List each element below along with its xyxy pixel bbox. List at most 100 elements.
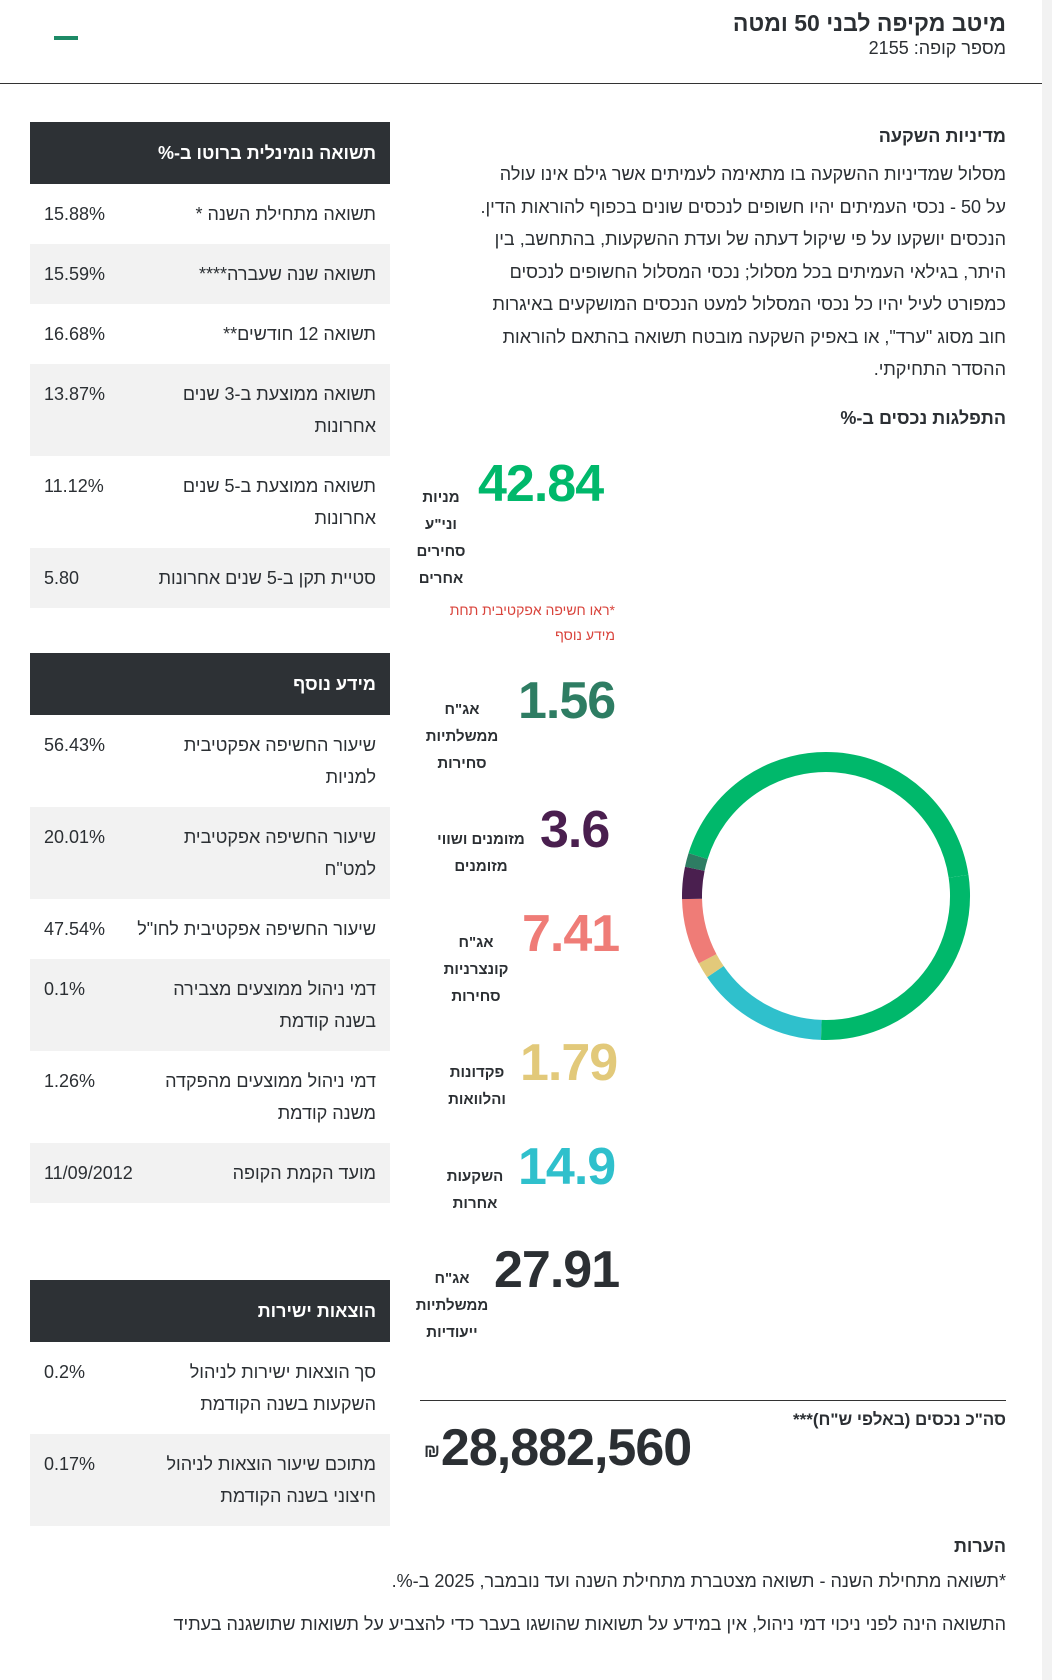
asset-label-gov-bonds-designated: אג"ח ממשלתיות ייעודיות — [402, 1265, 502, 1346]
label-line: והלוואות — [448, 1091, 506, 1108]
info-card: מידע נוסף שיעור החשיפה אפקטיבית למניות 56… — [30, 653, 390, 1203]
total-assets-label: סה"כ נכסים (באלפי ש"ח)*** — [792, 1410, 1006, 1429]
note-line: *ראו חשיפה אפקטיבית תחת — [449, 602, 615, 618]
label-line: אג"ח — [444, 701, 480, 718]
row-value: 47.54% — [44, 919, 106, 939]
donut-slice-corp-bonds — [682, 898, 717, 964]
row-value: 20.01% — [44, 827, 106, 847]
notes-heading: הערות — [953, 1536, 1006, 1556]
row-label: מתוכם שיעור הוצאות לניהול חיצוני בשנה הק… — [166, 1454, 376, 1506]
row-label: שיעור החשיפה אפקטיבית לחו"ל — [137, 919, 376, 939]
asset-label-cash: מזומנים ושווי מזומנים — [426, 826, 536, 880]
row-value: 0.1% — [44, 979, 86, 999]
policy-text: מסלול שמדיניות ההשקעה בו מתאימה לעמיתים … — [426, 158, 1006, 386]
table-row: דמי ניהול ממוצעים מהפקדה משנה קודמת 1.26% — [30, 1051, 390, 1143]
row-value: 13.87% — [44, 384, 106, 404]
label-line: אג"ח — [434, 1270, 470, 1287]
policy-line: היתר, בגילאי העמיתים בכל מסלול; נכסי המס… — [509, 261, 1006, 282]
policy-line: כמפורט לעיל יהיו כל נכסי המסלול למעט הנכ… — [492, 294, 1006, 314]
label-line: השקעות — [446, 1168, 504, 1185]
label-line: קונצרניות — [443, 961, 509, 978]
info-card-title: מידע נוסף — [30, 653, 390, 715]
policy-line: ההסדר התחיקתי. — [873, 359, 1006, 379]
currency-symbol: ₪ — [424, 1440, 440, 1461]
page-header: מיטב מקיפה לבני 50 ומטה מספר קופה: 2155 — [0, 0, 1042, 84]
note-ytd: *תשואה מתחילת השנה - תשואה מצטברת מתחילת… — [391, 1571, 1006, 1591]
label-line: סחירות — [437, 755, 487, 772]
exposure-note: *ראו חשיפה אפקטיבית תחת מידע נוסף — [410, 598, 615, 648]
table-row: סך הוצאות ישירות לניהול השקעות בשנה הקוד… — [30, 1342, 390, 1434]
table-row: תשואה שנה שעברה**** 15.59% — [30, 244, 390, 304]
menu-toggle-icon[interactable] — [54, 36, 78, 40]
asset-value-deposits: 1.79 — [520, 1034, 618, 1092]
table-row: שיעור החשיפה אפקטיבית למט"ח 20.01% — [30, 807, 390, 899]
donut-slice-stocks — [688, 752, 969, 878]
asset-value-gov-bonds-traded: 1.56 — [518, 672, 616, 730]
label-line: ממשלתיות — [415, 1297, 489, 1314]
label-line: אחרים — [418, 570, 464, 587]
donut-slice-gov-bonds-traded — [684, 853, 708, 871]
table-row: שיעור החשיפה אפקטיבית למניות 56.43% — [30, 715, 390, 807]
policy-heading: מדיניות השקעה — [878, 126, 1006, 146]
table-row: שיעור החשיפה אפקטיבית לחו"ל 47.54% — [30, 899, 390, 959]
total-number: 28,882,560 — [440, 1419, 692, 1477]
row-label: תשואה מתחילת השנה * — [195, 204, 376, 224]
row-value: 16.68% — [44, 324, 106, 344]
row-label: סטיית תקן ב-5 שנים אחרונות — [158, 568, 376, 588]
asset-label-other: השקעות אחרות — [436, 1163, 514, 1217]
returns-card-title: תשואה נומינלית ברוטו ב-% — [30, 122, 390, 184]
total-assets-value: ₪28,882,560 — [424, 1418, 692, 1478]
row-label: שיעור החשיפה אפקטיבית למניות — [183, 735, 376, 787]
row-label: מועד הקמת הקופה — [232, 1163, 376, 1183]
label-line: אג"ח — [458, 934, 494, 951]
label-line: פקדונות — [449, 1064, 505, 1081]
row-value: 15.88% — [44, 204, 106, 224]
asset-label-corp-bonds: אג"ח קונצרניות סחירות — [432, 929, 520, 1010]
label-line: אחרות — [452, 1195, 498, 1212]
policy-line: מסלול שמדיניות ההשקעה בו מתאימה לעמיתים … — [499, 164, 1006, 184]
row-value: 1.26% — [44, 1071, 96, 1091]
asset-value-gov-bonds-designated: 27.91 — [494, 1241, 620, 1299]
asset-label-stocks: מניות וני"ע סחירים אחרים — [398, 484, 484, 592]
row-value: 11.12% — [44, 476, 104, 496]
row-label: סך הוצאות ישירות לניהול השקעות בשנה הקוד… — [189, 1362, 376, 1414]
label-line: מזומנים — [454, 858, 508, 875]
row-value: 0.17% — [44, 1454, 96, 1474]
row-label: דמי ניהול ממוצעים מהפקדה משנה קודמת — [165, 1071, 376, 1123]
row-value: 0.2% — [44, 1362, 86, 1382]
asset-value-stocks: 42.84 — [478, 455, 604, 513]
label-line: מזומנים ושווי — [437, 831, 525, 848]
label-line: ממשלתיות — [425, 728, 499, 745]
donut-slice-other — [707, 965, 822, 1040]
note-line: מידע נוסף — [555, 627, 615, 643]
returns-card: תשואה נומינלית ברוטו ב-% תשואה מתחילת הש… — [30, 122, 390, 608]
table-row: תשואה ממוצעת ב-3 שנים אחרונות 13.87% — [30, 364, 390, 456]
label-line: סחירות — [451, 988, 501, 1005]
table-row: מתוכם שיעור הוצאות לניהול חיצוני בשנה הק… — [30, 1434, 390, 1526]
table-row: מועד הקמת הקופה 11/09/2012 — [30, 1143, 390, 1203]
label-line: מניות — [422, 489, 460, 506]
note-disclaimer: התשואה הינה לפני ניכוי דמי ניהול, אין במ… — [173, 1614, 1006, 1634]
row-label: תשואה 12 חודשים** — [223, 324, 376, 344]
total-divider — [420, 1400, 1006, 1401]
fund-number: מספר קופה: 2155 — [868, 38, 1006, 58]
asset-allocation-donut-chart — [682, 752, 970, 1040]
policy-line: על 50 - נכסי העמיתים יהיו חשופים לנכסים … — [480, 196, 1006, 217]
scrollbar-track[interactable] — [1042, 0, 1052, 1680]
row-label: שיעור החשיפה אפקטיבית למט"ח — [183, 827, 376, 879]
row-label: תשואה ממוצעת ב-3 שנים אחרונות — [182, 384, 376, 436]
policy-line: חוב מסוג "ערד", או באפיק השקעה מובטח תשו… — [502, 326, 1006, 347]
donut-slice-gov-bonds-designated — [820, 874, 970, 1040]
label-line: וני"ע — [425, 516, 457, 533]
row-value: 56.43% — [44, 735, 106, 755]
asset-value-other: 14.9 — [518, 1138, 616, 1196]
row-value: 5.80 — [44, 568, 80, 588]
row-value: 11/09/2012 — [44, 1163, 133, 1183]
expenses-card-title: הוצאות ישירות — [30, 1280, 390, 1342]
label-line: ייעודיות — [426, 1324, 478, 1341]
policy-line: הנכסים יושקעו על פי שיקול דעתה של ועדת ה… — [494, 229, 1006, 249]
table-row: תשואה ממוצעת ב-5 שנים אחרונות 11.12% — [30, 456, 390, 548]
assets-heading: התפלגות נכסים ב-% — [840, 408, 1006, 428]
asset-value-cash: 3.6 — [540, 801, 610, 859]
